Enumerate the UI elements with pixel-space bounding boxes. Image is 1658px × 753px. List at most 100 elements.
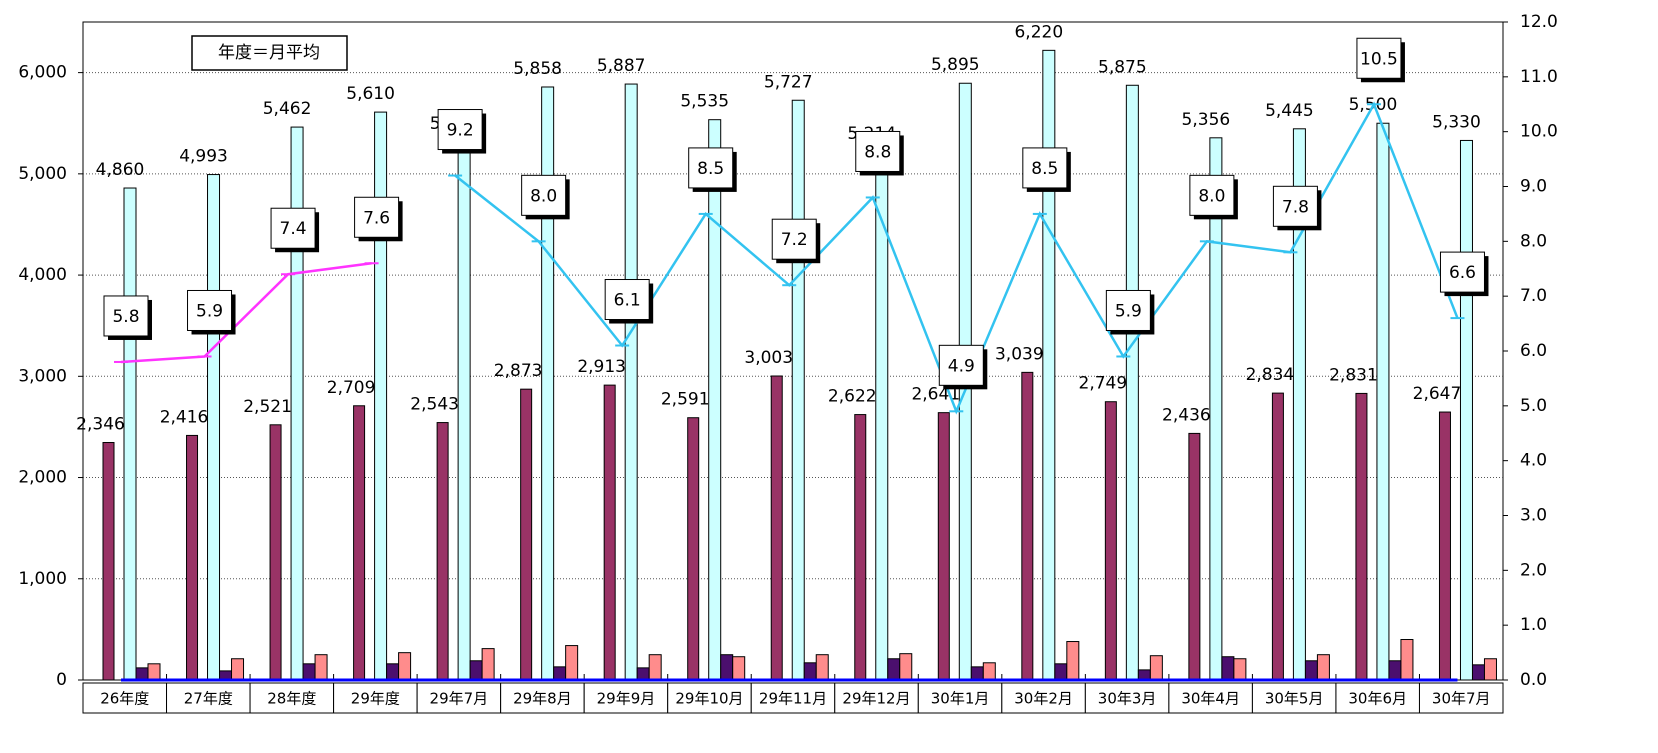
label-box — [1356, 37, 1402, 79]
bar — [1054, 663, 1068, 681]
bar — [469, 660, 483, 681]
bar — [1233, 658, 1247, 681]
x-label-box — [1001, 682, 1086, 714]
x-tick-label: 30年7月 — [1432, 690, 1491, 708]
bar — [102, 442, 115, 681]
data-label: 2,622 — [828, 387, 877, 407]
data-label: 8.0 — [1198, 186, 1225, 206]
bar — [520, 388, 533, 681]
bar — [687, 417, 700, 681]
bar — [791, 99, 805, 681]
bar — [1471, 664, 1485, 681]
label-box — [855, 130, 901, 172]
y2-tick-label: 10.0 — [1520, 122, 1558, 142]
x-label-box — [416, 682, 502, 714]
data-label: 2,436 — [1162, 405, 1211, 425]
bar — [314, 654, 328, 681]
bar — [135, 667, 149, 681]
data-label: 5,887 — [597, 56, 646, 76]
y2-tick-label: 9.0 — [1520, 177, 1547, 197]
annotation: 年度＝月平均 — [218, 43, 320, 63]
bar — [1304, 660, 1318, 681]
data-label: 8.5 — [1031, 159, 1058, 179]
y-tick-label: 3,000 — [18, 366, 67, 386]
bar — [1271, 392, 1284, 681]
label-box — [103, 295, 149, 337]
y2-tick-label: 3.0 — [1520, 506, 1547, 526]
data-label: 2,913 — [577, 357, 626, 377]
data-label: 6.1 — [614, 291, 641, 311]
label-box — [688, 147, 734, 189]
x-tick-label: 30年4月 — [1181, 690, 1240, 708]
x-tick-label: 30年6月 — [1348, 690, 1407, 708]
data-label: 7.6 — [363, 208, 390, 228]
bar — [386, 663, 400, 681]
x-label-box — [333, 682, 418, 714]
label-box — [270, 207, 316, 249]
data-label: 2,521 — [243, 397, 292, 417]
y2-tick-label: 11.0 — [1520, 67, 1558, 87]
data-label: 5,445 — [1265, 101, 1314, 121]
x-tick-label: 30年5月 — [1265, 690, 1324, 708]
x-tick-label: 29年9月 — [597, 690, 656, 708]
bar — [1125, 84, 1139, 681]
bar — [899, 653, 913, 681]
y-tick-label: 2,000 — [18, 468, 67, 488]
bar — [353, 405, 366, 681]
bar — [302, 663, 316, 681]
data-label: 2,346 — [76, 415, 125, 435]
bar — [1104, 401, 1117, 681]
bar — [603, 384, 616, 681]
label-box — [187, 289, 233, 331]
data-label: 5,858 — [513, 59, 562, 79]
label-box — [604, 279, 650, 321]
data-label: 9.2 — [447, 121, 474, 141]
bar — [398, 652, 412, 681]
bar — [1388, 660, 1402, 681]
x-tick-label: 30年3月 — [1098, 690, 1157, 708]
y2-tick-label: 2.0 — [1520, 560, 1547, 580]
bar — [1438, 411, 1451, 681]
x-tick-label: 26年度 — [100, 690, 149, 708]
x-tick-label: 27年度 — [184, 690, 233, 708]
x-label-box — [82, 682, 168, 714]
bar — [1376, 122, 1390, 681]
data-label: 3,003 — [744, 348, 793, 368]
data-label: 5,462 — [263, 99, 312, 119]
data-label: 5,875 — [1098, 57, 1147, 77]
data-label: 7.2 — [781, 230, 808, 250]
y2-tick-label: 0.0 — [1520, 670, 1547, 690]
x-label-box — [249, 682, 335, 714]
bar — [624, 83, 638, 681]
x-tick-label: 30年1月 — [931, 690, 990, 708]
data-label: 5,610 — [346, 84, 395, 104]
x-label-box — [1418, 682, 1504, 714]
bar — [732, 656, 746, 681]
bar — [123, 187, 137, 681]
x-label-box — [1084, 682, 1170, 714]
x-tick-label: 29年12月 — [842, 690, 910, 708]
data-label: 2,591 — [661, 390, 710, 410]
bar — [1400, 639, 1414, 681]
bar — [982, 662, 996, 681]
x-label-box — [750, 682, 836, 714]
bar — [803, 662, 817, 681]
x-tick-label: 29年8月 — [513, 690, 572, 708]
bar — [1188, 432, 1201, 681]
data-label: 2,543 — [410, 395, 459, 415]
data-label: 5.9 — [1115, 301, 1142, 321]
data-label: 2,749 — [1079, 374, 1128, 394]
bar — [636, 667, 650, 681]
x-tick-label: 29年10月 — [675, 690, 743, 708]
data-label: 5,535 — [680, 92, 729, 112]
bar — [269, 424, 282, 681]
bar — [937, 412, 950, 681]
bar — [1042, 49, 1056, 681]
x-label-box — [667, 682, 752, 714]
bar — [436, 422, 449, 681]
bar — [231, 658, 245, 681]
bar — [1066, 641, 1080, 681]
data-label: 5,727 — [764, 72, 813, 92]
bar — [1137, 669, 1151, 681]
data-label: 2,873 — [494, 361, 543, 381]
